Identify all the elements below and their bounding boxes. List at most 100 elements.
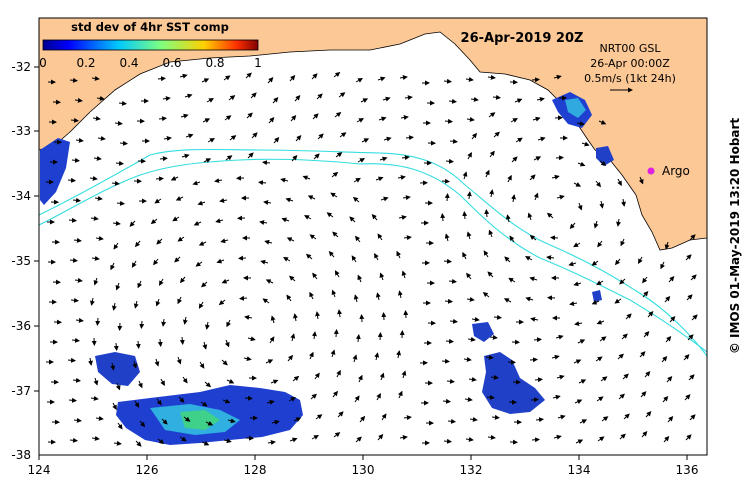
y-tick-label: -38 [11,448,31,462]
current-vector [531,77,540,83]
current-vector [283,257,291,262]
current-vector [132,360,138,369]
current-vector [69,257,78,263]
current-vector [292,375,300,382]
current-vector [219,198,228,203]
current-vector [400,115,409,120]
current-vector [288,397,296,402]
current-vector [69,437,78,443]
current-vector [181,153,190,159]
current-vector [463,356,472,362]
current-vector [533,192,539,201]
colorbar-tick: 0.8 [205,56,224,70]
current-vector [684,394,691,401]
current-vector [177,236,185,242]
current-vector [289,437,298,443]
current-vector [444,298,453,304]
current-vector [577,202,583,211]
current-vector [114,120,123,126]
current-vector [154,358,160,367]
current-vector [311,331,317,340]
current-vector [270,315,276,324]
current-vector [661,355,668,363]
current-vector [491,414,500,420]
current-vector [286,237,295,242]
current-vector [685,254,692,261]
colorbar-tick: 0.6 [162,56,181,70]
current-vector [111,180,120,186]
current-vector [686,294,693,301]
current-vector [355,436,362,443]
current-vector [483,250,489,258]
current-vector [507,174,512,183]
current-vector [555,155,564,161]
current-vector [331,289,337,298]
current-vector [153,258,159,266]
current-vector [239,295,248,301]
current-vector [223,75,231,81]
current-vector [110,262,115,271]
current-vector [309,351,314,360]
current-vector [228,95,236,101]
current-vector [640,391,647,398]
current-vector [591,260,599,266]
current-vector [269,336,275,344]
sst-speckle-patches [40,92,614,445]
current-vector [440,213,446,222]
current-vector [529,276,538,282]
current-vector [465,76,474,82]
current-vector [155,176,164,182]
current-vector [401,270,407,279]
current-vector [224,115,232,121]
current-vector [441,358,450,364]
current-vector [591,299,600,305]
current-vector [536,96,545,102]
current-vector [599,160,607,167]
current-vector [290,115,297,122]
current-vector [119,140,128,146]
x-tick-label: 126 [136,463,159,477]
current-vector [666,376,673,383]
current-vector [180,113,189,119]
current-vector [96,95,105,101]
current-vector [371,213,378,221]
current-vector [664,295,671,303]
argo-marker-icon[interactable] [647,167,655,175]
current-vector [595,356,603,362]
y-tick-label: -37 [11,384,31,398]
current-vector [396,250,401,259]
current-vector [224,339,230,348]
current-vector [357,158,365,163]
current-vector [113,342,119,351]
current-vector [617,178,622,187]
current-vector [442,398,451,404]
current-vector [337,411,344,418]
current-vector [486,394,495,400]
current-vector [309,291,314,300]
current-vector [328,250,335,258]
current-vector [617,353,624,360]
colorbar-tick: 0.4 [119,56,138,70]
current-vector [156,238,163,245]
current-vector [505,214,511,223]
current-vector [182,316,188,325]
current-vector [375,292,381,301]
plot-frame [38,17,708,456]
current-vector [92,115,101,121]
current-vector [312,113,319,120]
current-vector [222,398,231,404]
current-vector [203,158,212,163]
current-vector [568,261,577,267]
current-vector [289,275,296,282]
current-vector [574,321,583,327]
current-vector [553,434,562,440]
current-vector [264,239,273,245]
current-vector [91,435,100,441]
current-vector [315,311,320,320]
current-vector [179,73,188,79]
current-vector [525,296,534,302]
current-vector [110,362,116,371]
current-vector [68,397,77,403]
current-vector [639,351,646,358]
current-vector [159,156,168,162]
